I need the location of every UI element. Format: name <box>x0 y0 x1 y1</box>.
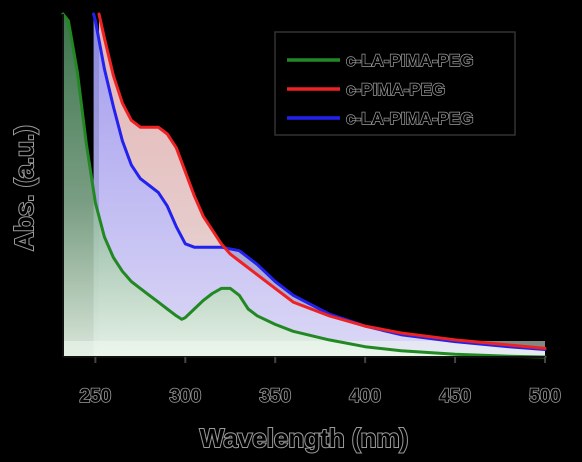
legend-label-1: c-PIMA-PEG <box>346 80 445 99</box>
x-tick-label: 350 <box>259 386 291 407</box>
axes: 250 300 350 400 450 500 <box>62 14 562 408</box>
series-line-0 <box>61 12 547 359</box>
x-tick-label: 300 <box>169 386 201 407</box>
legend: c-LA-PIMA-PEG c-PIMA-PEG c-LA-PIMA-PEG <box>274 31 516 136</box>
legend-label-2: c-LA-PIMA-PEG <box>346 109 474 128</box>
x-tick-label: 500 <box>529 386 561 407</box>
legend-box <box>274 31 516 136</box>
legend-label-0: c-LA-PIMA-PEG <box>346 51 474 70</box>
y-axis-title: Abs. (a.u.) <box>9 125 39 251</box>
x-tick-label: 250 <box>80 386 112 407</box>
series-fill-2 <box>93 14 545 357</box>
x-axis-title: Wavelength (nm) <box>200 423 408 453</box>
series-lines <box>61 12 547 359</box>
x-tick-label: 400 <box>349 386 381 407</box>
x-tick-label: 450 <box>439 386 471 407</box>
series-fill-0 <box>63 14 545 357</box>
series-line-1 <box>97 12 547 350</box>
